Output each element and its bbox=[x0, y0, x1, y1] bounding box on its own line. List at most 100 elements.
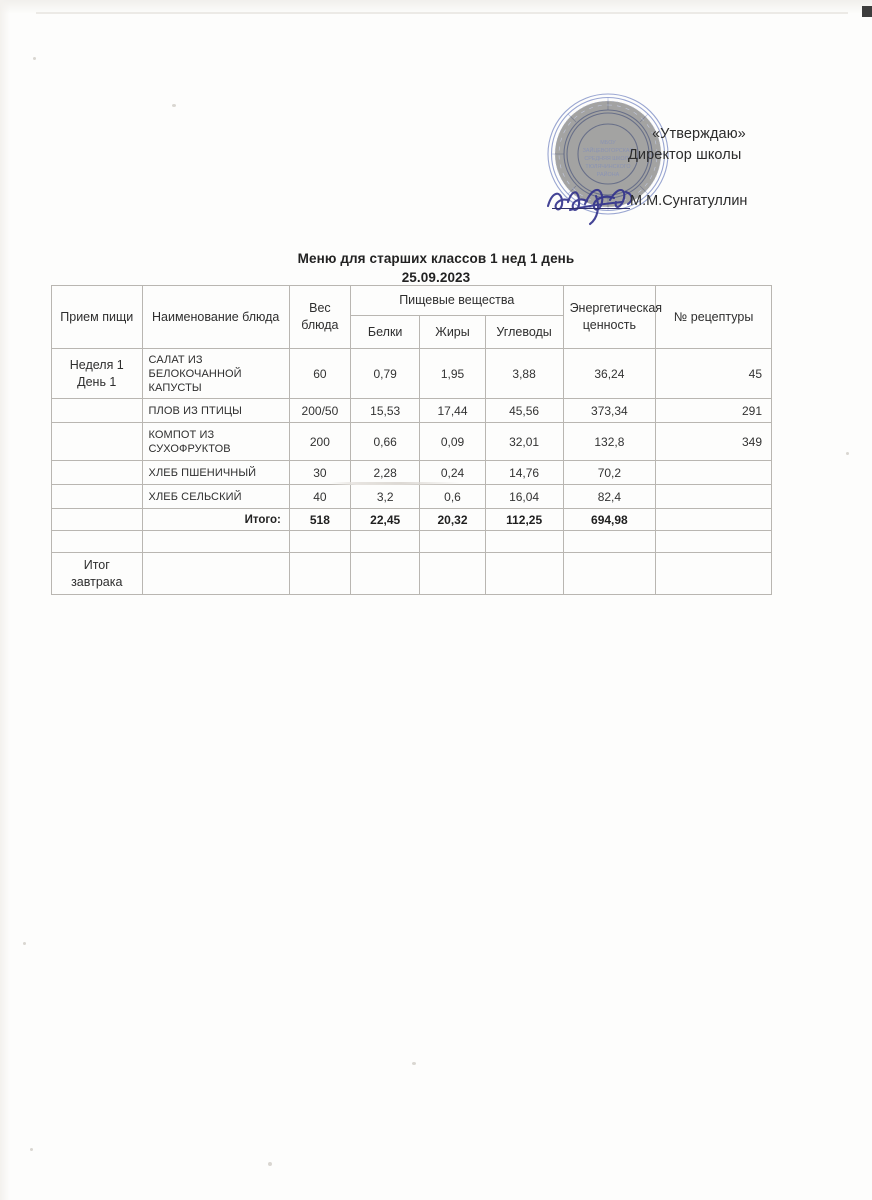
cell-carbs: 3,88 bbox=[484, 348, 564, 399]
cell-empty bbox=[655, 552, 772, 595]
cell-fat: 0,24 bbox=[419, 460, 486, 485]
cell-meal-empty bbox=[51, 508, 143, 531]
scan-speck bbox=[268, 1162, 272, 1166]
cell-fat: 0,6 bbox=[419, 484, 486, 509]
header-weight: Вес блюда bbox=[288, 285, 351, 349]
cell-empty bbox=[655, 530, 772, 553]
cell-weight: 60 bbox=[288, 348, 351, 399]
cell-energy: 70,2 bbox=[562, 460, 657, 485]
approval-block: «Утверждаю» Директор школы bbox=[600, 124, 850, 166]
header-nutrients-group: Пищевые вещества bbox=[349, 284, 564, 317]
cell-fat: 1,95 bbox=[419, 348, 486, 399]
table-row: ХЛЕБ ПШЕНИЧНЫЙ 30 2,28 0,24 14,76 70,2 bbox=[51, 460, 772, 485]
cell-weight: 30 bbox=[288, 460, 351, 485]
cell-energy: 36,24 bbox=[562, 348, 657, 399]
table-spacer-row bbox=[51, 530, 772, 553]
header-protein: Белки bbox=[349, 315, 421, 349]
scan-speck bbox=[23, 942, 26, 945]
totals-recipe bbox=[655, 508, 772, 531]
page-title-line-2: 25.09.2023 bbox=[401, 270, 471, 285]
cell-recipe-number: 45 bbox=[655, 348, 772, 399]
menu-table: Прием пищи Наименование блюда Вес блюда … bbox=[51, 284, 772, 595]
cell-carbs: 32,01 bbox=[484, 422, 564, 461]
totals-energy: 694,98 bbox=[562, 508, 657, 531]
cell-meal-label: Неделя 1 День 1 bbox=[51, 348, 143, 399]
seal-line-2: ЗАЙЦЕВОГОРСКАЯ bbox=[583, 146, 634, 154]
totals-protein: 22,45 bbox=[349, 508, 421, 531]
cell-empty bbox=[419, 530, 486, 553]
cell-weight: 200 bbox=[288, 422, 351, 461]
cell-dish-name: ПЛОВ ИЗ ПТИЦЫ bbox=[141, 398, 290, 423]
cell-protein: 0,79 bbox=[349, 348, 421, 399]
totals-fat: 20,32 bbox=[419, 508, 486, 531]
page-title-line-1: Меню для старших классов 1 нед 1 день bbox=[297, 251, 575, 266]
scan-speck bbox=[846, 452, 849, 455]
cell-dish-name: САЛАТ ИЗ БЕЛОКОЧАННОЙ КАПУСТЫ bbox=[141, 348, 290, 399]
cell-weight: 40 bbox=[288, 484, 351, 509]
table-totals-row: Итого: 518 22,45 20,32 112,25 694,98 bbox=[51, 508, 772, 531]
totals-carbs: 112,25 bbox=[484, 508, 564, 531]
scan-edge-shading-left bbox=[0, 0, 10, 1200]
table-header-row-group: Прием пищи Наименование блюда Вес блюда … bbox=[51, 284, 772, 349]
cell-empty bbox=[419, 552, 486, 595]
table-summary-row: Итог завтрака bbox=[51, 552, 772, 595]
scan-speck bbox=[33, 57, 36, 60]
scan-corner-artifact bbox=[862, 6, 872, 17]
cell-meal-empty bbox=[51, 398, 143, 423]
signature-rule bbox=[552, 208, 630, 209]
header-energy: Энергетическая ценность bbox=[562, 285, 662, 349]
scan-speck bbox=[30, 1148, 33, 1151]
totals-label: Итого: bbox=[141, 508, 290, 531]
cell-empty bbox=[484, 530, 564, 553]
cell-energy: 132,8 bbox=[562, 422, 657, 461]
cell-empty bbox=[562, 552, 657, 595]
scan-speck bbox=[412, 1062, 416, 1065]
approval-position-label: Директор школы bbox=[628, 147, 742, 163]
cell-empty bbox=[349, 552, 421, 595]
cell-empty bbox=[51, 530, 143, 553]
cell-empty bbox=[562, 530, 657, 553]
cell-dish-name: ХЛЕБ СЕЛЬСКИЙ bbox=[141, 484, 290, 509]
summary-label: Итог завтрака bbox=[51, 552, 143, 595]
cell-empty bbox=[288, 530, 351, 553]
table-row: Неделя 1 День 1 САЛАТ ИЗ БЕЛОКОЧАННОЙ КА… bbox=[51, 348, 772, 399]
cell-recipe-number bbox=[655, 484, 772, 509]
header-fat: Жиры bbox=[419, 315, 486, 349]
table-row: ХЛЕБ СЕЛЬСКИЙ 40 3,2 0,6 16,04 82,4 bbox=[51, 484, 772, 509]
cell-protein: 15,53 bbox=[349, 398, 421, 423]
seal-line-5: РАЙОНА bbox=[597, 170, 620, 178]
cell-energy: 82,4 bbox=[562, 484, 657, 509]
scan-line-artifact bbox=[36, 12, 848, 14]
page-title: Меню для старших классов 1 нед 1 день 25… bbox=[0, 249, 872, 287]
seal-line-3: СРЕДНЯЯ ШКОЛА bbox=[584, 156, 632, 162]
cell-recipe-number bbox=[655, 460, 772, 485]
official-seal-stamp: МБОУ ЗАЙЦЕВОГОРСКАЯ СРЕДНЯЯ ШКОЛА ТЮЛЯЧИ… bbox=[547, 93, 669, 215]
cell-protein: 2,28 bbox=[349, 460, 421, 485]
header-carbs: Углеводы bbox=[484, 315, 564, 349]
cell-empty bbox=[288, 552, 351, 595]
cell-dish-name: ХЛЕБ ПШЕНИЧНЫЙ bbox=[141, 460, 290, 485]
cell-recipe-number: 291 bbox=[655, 398, 772, 423]
cell-carbs: 14,76 bbox=[484, 460, 564, 485]
seal-line-4: ТЮЛЯЧИНСКОГО bbox=[585, 164, 630, 170]
cell-empty bbox=[141, 552, 290, 595]
cell-meal-empty bbox=[51, 484, 143, 509]
director-name-label: М.М.Сунгатуллин bbox=[630, 193, 748, 209]
cell-carbs: 16,04 bbox=[484, 484, 564, 509]
totals-weight: 518 bbox=[288, 508, 351, 531]
cell-weight: 200/50 bbox=[288, 398, 351, 423]
cell-dish-name: КОМПОТ ИЗ СУХОФРУКТОВ bbox=[141, 422, 290, 461]
cell-protein: 3,2 bbox=[349, 484, 421, 509]
header-recipe-number: № рецептуры bbox=[655, 285, 772, 349]
approval-utverzhdayu-label: «Утверждаю» bbox=[652, 126, 746, 142]
cell-empty bbox=[141, 530, 290, 553]
cell-energy: 373,34 bbox=[562, 398, 657, 423]
cell-fat: 0,09 bbox=[419, 422, 486, 461]
header-dish: Наименование блюда bbox=[141, 285, 290, 349]
table-row: ПЛОВ ИЗ ПТИЦЫ 200/50 15,53 17,44 45,56 3… bbox=[51, 398, 772, 423]
cell-carbs: 45,56 bbox=[484, 398, 564, 423]
cell-meal-empty bbox=[51, 422, 143, 461]
cell-empty bbox=[484, 552, 564, 595]
cell-empty bbox=[349, 530, 421, 553]
